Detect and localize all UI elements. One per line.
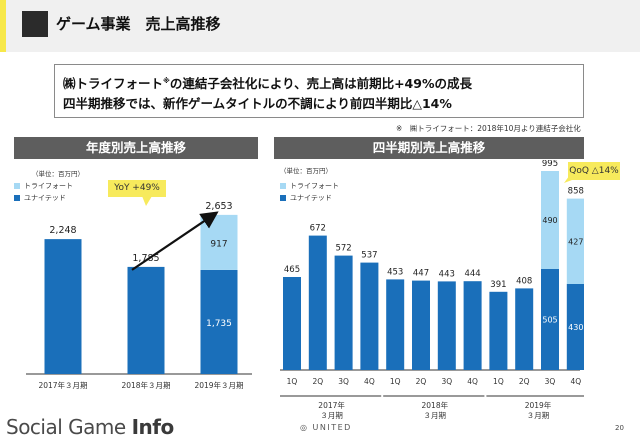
page-number: 20 [615,424,624,432]
yoy-callout-pointer [142,196,152,206]
quarterly-label-united: 505 [542,316,557,325]
quarterly-bar-triforte [566,198,584,284]
quarterly-tick-label: 4Q [467,377,478,386]
annual-chart: 2,248 2017年３月期 1,785 2018年３月期 917 1,735 2,653 2… [26,201,252,390]
quarterly-bar-united [308,235,327,370]
quarterly-tick-label: 1Q [287,377,298,386]
summary-note-mark: ※ [163,76,170,85]
quarterly-tick-label: 3Q [338,377,349,386]
annual-tick-label: 2019年３月期 [194,380,243,390]
legend-label-triforte: トライフォート [290,182,339,190]
quarterly-legend-united: ユナイテッド [280,193,332,203]
annual-legend-united: ユナイテッド [14,193,66,203]
annual-label-total: 1,785 [132,253,159,264]
quarterly-tick-label: 1Q [390,377,401,386]
footnote: ※ ㈱トライフォート：2018年10月より連結子会社化 [396,124,581,133]
footer-brand-suffix: Info [131,415,175,439]
quarterly-chart: 465 1Q 672 2Q 572 3Q 537 4Q 453 1Q 447 2Q 443 3Q 444 4Q… [280,160,584,420]
quarterly-label-total: 672 [310,224,326,234]
quarterly-group-label: ３月期 [527,411,550,420]
quarterly-bar-united [489,291,508,370]
quarterly-tick-label: 3Q [545,377,556,386]
yoy-callout: YoY +49% [108,180,166,197]
footer-brand-prefix: Social Game [6,415,132,439]
quarterly-bar-united [437,281,456,370]
annual-legend-triforte: トライフォート [14,181,73,191]
page-title: ゲーム事業 売上高推移 [56,15,221,33]
quarterly-label-triforte: 490 [542,216,557,225]
quarterly-legend-triforte: トライフォート [280,181,339,191]
annual-label-triforte: 917 [210,239,227,249]
quarterly-label-total: 443 [439,269,455,279]
quarterly-label-total: 447 [413,269,429,279]
quarterly-label-triforte: 427 [568,237,583,246]
quarterly-bar-united [515,288,534,370]
quarterly-bar-united [386,279,405,370]
growth-arrow [131,211,219,271]
quarterly-bar-united [541,269,559,370]
legend-swatch-united [14,195,20,201]
footer-brand: Social Game Info [6,415,174,439]
quarterly-tick-label: 2Q [416,377,427,386]
page-header [0,0,640,52]
qoq-callout: QoQ △14% [568,162,620,180]
annual-unit-label: （単位：百万円） [32,170,84,178]
legend-label-united: ユナイテッド [290,194,332,202]
legend-swatch-triforte [14,183,20,189]
quarterly-label-total: 537 [361,251,377,261]
quarterly-bar-united [463,281,482,370]
legend-swatch-united [280,195,286,201]
quarterly-unit-label: （単位：百万円） [280,167,332,175]
quarterly-label-total: 858 [568,187,584,197]
quarterly-tick-label: 1Q [493,377,504,386]
quarterly-label-united: 430 [568,323,583,332]
quarterly-tick-label: 2Q [312,377,323,386]
annual-bar-united [44,239,82,374]
legend-swatch-triforte [280,183,286,189]
annual-label-total: 2,248 [49,225,76,236]
annual-bar-united [127,266,165,374]
annual-label-total: 2,653 [205,201,232,212]
annual-bar-united [200,269,238,374]
quarterly-bar-united [360,262,379,370]
summary-box: ㈱トライフォート※の連結子会社化により、売上高は前期比+49%の成長 四半期推移… [54,64,584,118]
quarterly-label-total: 465 [284,265,300,275]
quarterly-group-label: ３月期 [320,411,343,420]
company-logo-text: UNITED [312,423,352,432]
summary-line-2: 四半期推移では、新作ゲームタイトルの不調により前四半期比△14% [63,96,452,111]
quarterly-label-total: 444 [464,269,480,279]
annual-tick-label: 2017年３月期 [38,380,87,390]
annual-chart-title: 年度別売上高推移 [14,137,258,159]
header-accent [0,0,6,52]
quarterly-label-total: 572 [335,244,351,254]
legend-label-triforte: トライフォート [24,182,73,190]
quarterly-tick-label: 4Q [570,377,581,386]
quarterly-label-total: 408 [516,276,532,286]
quarterly-tick-label: 3Q [441,377,452,386]
quarterly-bar-united [566,284,584,370]
summary-growth: の連結子会社化により、売上高は前期比+49%の成長 [169,76,472,91]
quarterly-tick-label: 2Q [519,377,530,386]
header-square-icon [22,11,48,37]
quarterly-tick-label: 4Q [364,377,375,386]
quarterly-bar-united [334,255,353,370]
quarterly-group-label: 2018年 [422,400,449,410]
summary-line-1: ㈱トライフォート※の連結子会社化により、売上高は前期比+49%の成長 [63,73,472,92]
quarterly-chart-title: 四半期別売上高推移 [274,137,584,159]
quarterly-bar-united [412,280,430,370]
summary-company: ㈱トライフォート [63,76,164,91]
quarterly-label-total: 453 [387,267,403,277]
qoq-callout-pointer [564,172,572,183]
quarterly-group-label: ３月期 [424,411,447,420]
quarterly-bar-triforte [541,171,559,269]
legend-label-united: ユナイテッド [24,194,66,202]
company-logo: ◎ UNITED [300,423,352,432]
quarterly-bar-united [283,277,301,370]
quarterly-group-label: 2017年 [318,400,345,410]
annual-label-united: 1,735 [206,319,232,329]
annual-tick-label: 2018年３月期 [121,380,170,390]
quarterly-label-total: 995 [542,160,558,169]
quarterly-label-total: 391 [490,280,506,290]
quarterly-group-label: 2019年 [525,400,552,410]
